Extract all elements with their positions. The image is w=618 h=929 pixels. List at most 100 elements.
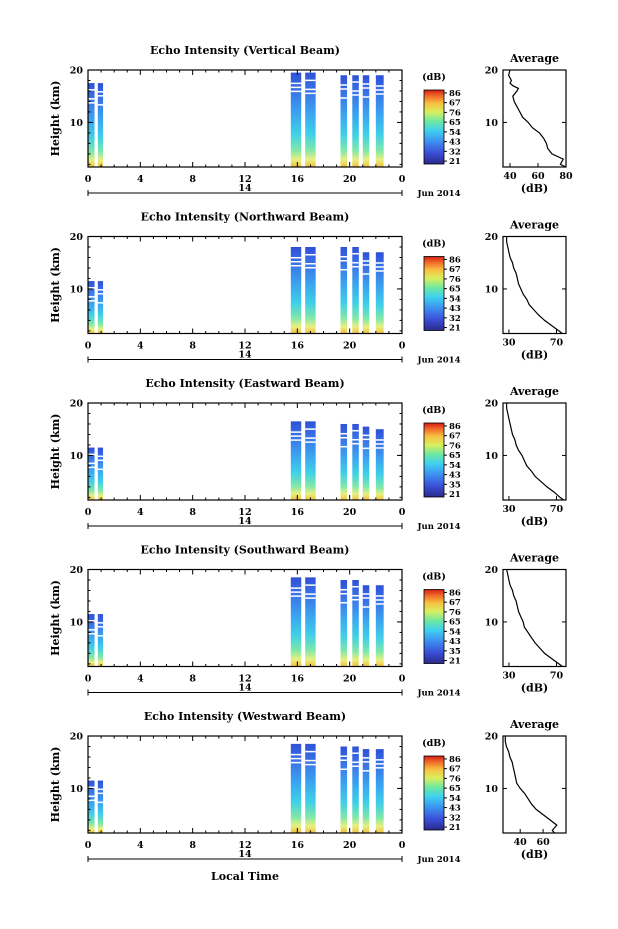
echo-gap	[362, 770, 370, 772]
x-tick-label: 4	[137, 840, 144, 851]
colorbar	[423, 89, 445, 165]
echo-gap	[340, 755, 348, 757]
echo-block	[352, 246, 359, 334]
x-tick-label: 12	[238, 507, 251, 518]
echo-gap	[88, 98, 95, 100]
x-tick-label: 0	[399, 174, 406, 185]
echo-gap	[305, 593, 316, 595]
colorbar-unit: (dB)	[422, 405, 446, 416]
panel-title: Echo Intensity (Southward Beam)	[141, 544, 350, 557]
echo-gap	[88, 799, 95, 802]
echo-gap	[375, 443, 384, 445]
average-y-tick-label: 20	[485, 565, 499, 576]
colorbar-tick-label: 43	[449, 471, 461, 481]
y-tick-label: 10	[70, 617, 84, 628]
echo-gap	[97, 95, 104, 97]
panel-title: Echo Intensity (Westward Beam)	[144, 710, 346, 723]
x-tick-label: 8	[189, 674, 196, 685]
x-tick-label: 4	[137, 674, 144, 685]
echo-gap	[88, 633, 95, 635]
colorbar-tick-label: 65	[449, 285, 461, 295]
average-x-label: (dB)	[521, 182, 548, 195]
echo-gap	[305, 763, 316, 766]
echo-gap	[305, 441, 316, 443]
echo-gap	[375, 266, 384, 268]
echo-gap	[97, 622, 104, 624]
average-y-tick-label: 10	[485, 784, 499, 795]
x-tick-label: 8	[189, 174, 196, 185]
panel-title: Echo Intensity (Eastward Beam)	[145, 377, 344, 390]
y-axis-label: Height (km)	[49, 414, 62, 490]
average-x-label: (dB)	[521, 848, 548, 861]
echo-gap	[290, 264, 302, 267]
colorbar-tick-label: 67	[449, 432, 461, 442]
echo-gap	[290, 439, 302, 441]
average-y-tick-label: 20	[485, 232, 499, 243]
colorbar-tick-label: 67	[449, 99, 461, 109]
x-tick-label: 16	[291, 674, 305, 685]
x-tick-label: 8	[189, 341, 196, 352]
average-title: Average	[509, 718, 559, 731]
echo-gap	[362, 757, 370, 759]
echo-gap	[352, 752, 359, 754]
echo-gap	[97, 459, 104, 462]
echo-gap	[88, 786, 95, 789]
echo-block	[305, 743, 316, 833]
echo-gap	[88, 89, 95, 91]
echo-block	[88, 83, 95, 167]
echo-gap	[340, 255, 348, 258]
x-tick-label: 0	[85, 341, 92, 352]
echo-gap	[305, 428, 316, 430]
colorbar-unit: (dB)	[422, 72, 446, 83]
y-tick-label: 20	[70, 66, 84, 77]
colorbar-tick-label: 43	[449, 637, 461, 647]
average-title: Average	[509, 219, 559, 232]
x-tick-label: 0	[85, 174, 92, 185]
echo-gap	[97, 104, 104, 106]
date-label: 14	[238, 183, 252, 194]
echo-block	[340, 423, 348, 500]
echo-gap	[375, 447, 384, 449]
echo-gap	[352, 90, 359, 92]
colorbar-tick-label: 54	[449, 627, 461, 637]
y-tick-label: 20	[70, 732, 84, 743]
x-tick-label: 16	[291, 840, 305, 851]
echo-gap	[362, 260, 370, 262]
echo-gap	[290, 86, 302, 89]
x-tick-label: 16	[291, 174, 305, 185]
colorbar-tick-label: 76	[449, 275, 461, 285]
x-tick-label: 20	[343, 341, 357, 352]
panel-4: Echo Intensity (Westward Beam) 20 10 Height…	[49, 710, 567, 865]
echo-gap	[352, 438, 359, 441]
average-x-tick-label: 80	[559, 171, 573, 182]
echo-gap	[362, 434, 370, 437]
x-tick-label: 16	[291, 341, 305, 352]
colorbar-tick-label: 32	[449, 147, 461, 157]
echo-gap	[352, 252, 359, 255]
echo-block	[375, 75, 384, 167]
x-tick-label: 0	[399, 507, 406, 518]
echo-block	[97, 447, 104, 500]
date-label: 14	[238, 516, 252, 527]
colorbar-tick-label: 54	[449, 794, 461, 804]
echo-gap	[375, 270, 384, 272]
echo-gap	[97, 455, 104, 458]
echo-gap	[362, 447, 370, 450]
echo-gap	[88, 453, 95, 456]
x-tick-label: 8	[189, 840, 196, 851]
echo-block	[97, 281, 104, 334]
echo-gap	[97, 801, 104, 804]
x-tick-label: 12	[238, 840, 251, 851]
echo-block	[305, 421, 316, 500]
echo-block	[340, 746, 348, 833]
panel-0: Echo Intensity (Vertical Beam) 20 10 Height…	[49, 44, 573, 199]
average-y-tick-label: 10	[485, 284, 499, 295]
echo-block	[362, 426, 370, 500]
y-axis-label: Height (km)	[49, 247, 62, 323]
echo-block	[88, 281, 95, 334]
echo-gap	[375, 759, 384, 761]
echo-block	[362, 585, 370, 667]
x-tick-label: 12	[238, 174, 251, 185]
echo-gap	[97, 91, 104, 93]
colorbar-tick-label: 21	[449, 490, 461, 500]
